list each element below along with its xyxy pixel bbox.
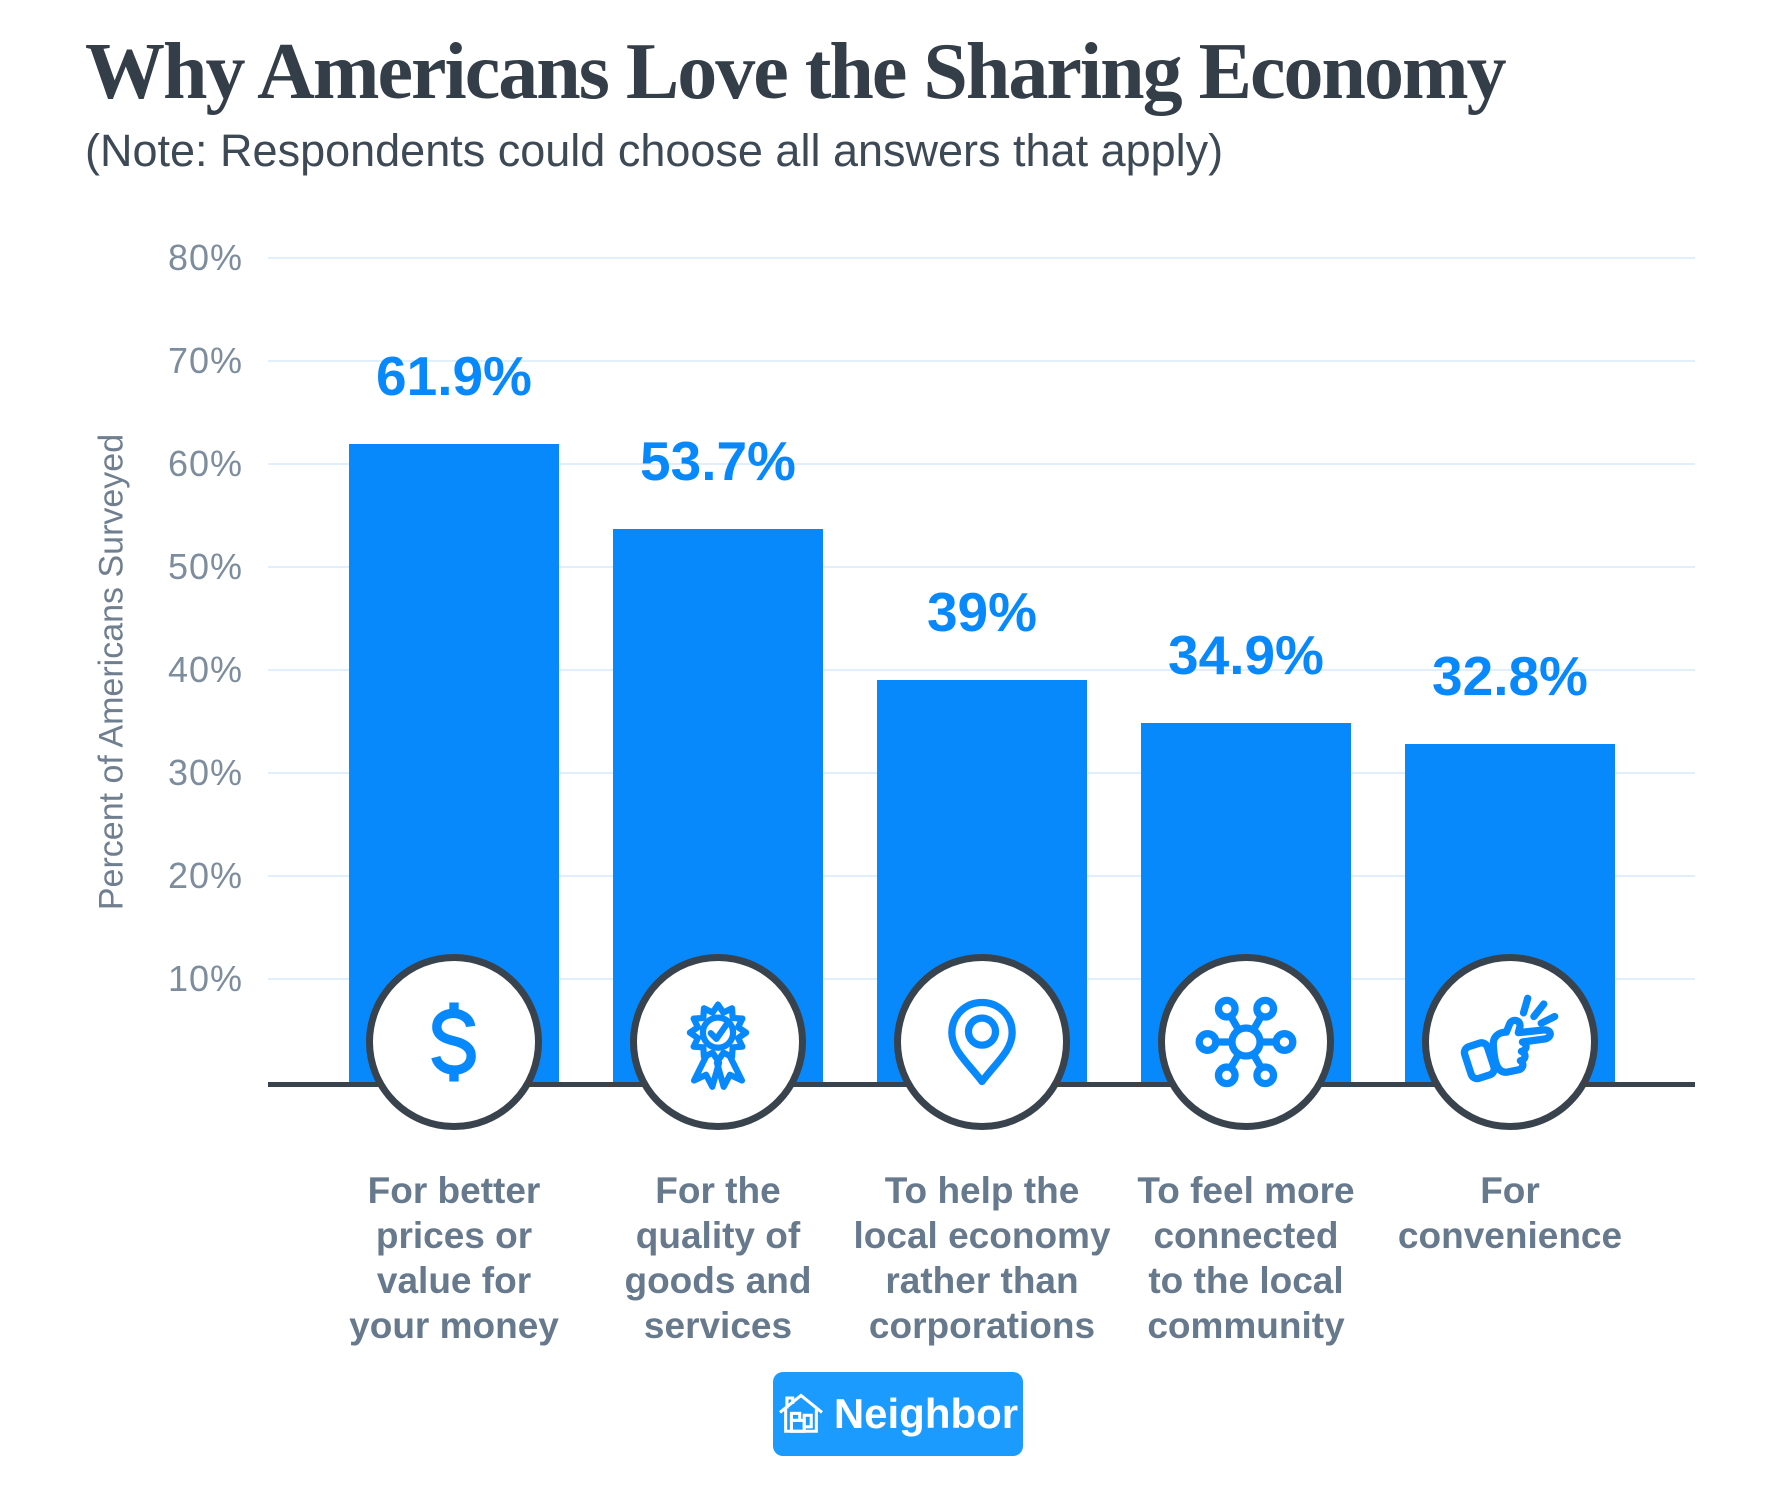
bar-value-label: 53.7%: [640, 429, 796, 492]
chart-subtitle: (Note: Respondents could choose all answ…: [85, 125, 1224, 176]
location-pin-icon: [930, 990, 1034, 1094]
bar-value-label: 34.9%: [1168, 623, 1324, 686]
category-label: To help the local economy rather than co…: [853, 1170, 1111, 1346]
category-label: For the quality of goods and services: [624, 1170, 812, 1346]
bar-icon-circle: [894, 954, 1070, 1130]
network-icon: [1194, 990, 1298, 1094]
gridline-70%: [268, 360, 1695, 362]
bar-icon-circle: [1422, 954, 1598, 1130]
bar-value-label: 61.9%: [376, 345, 532, 408]
dollar-icon: [402, 990, 506, 1094]
logo-text: Neighbor: [833, 1390, 1019, 1437]
gridline-80%: [268, 257, 1695, 259]
category-label: For convenience: [1397, 1170, 1623, 1256]
bar-icon-circle: [366, 954, 542, 1130]
bar-value-label: 32.8%: [1432, 645, 1588, 708]
house-icon: [778, 1392, 824, 1436]
chart-title: Why Americans Love the Sharing Economy: [85, 28, 1507, 116]
y-tick-label: 40%: [167, 649, 243, 690]
y-tick-label: 60%: [167, 443, 243, 484]
category-label: For better prices or value for your mone…: [349, 1170, 559, 1346]
neighbor-logo: Neighbor: [773, 1372, 1023, 1456]
gridline-40%: [268, 669, 1695, 671]
y-tick-label: 30%: [167, 752, 243, 793]
bar-icon-circle: [630, 954, 806, 1130]
gridline-60%: [268, 463, 1695, 465]
y-tick-label: 70%: [167, 340, 243, 381]
bar-icon-circle: [1158, 954, 1334, 1130]
y-tick-label: 50%: [167, 546, 243, 587]
bar-value-label: 39%: [926, 581, 1038, 644]
y-tick-label: 10%: [167, 958, 243, 999]
category-label: To feel more connected to the local comm…: [1137, 1170, 1355, 1346]
award-ribbon-icon: [666, 990, 770, 1094]
gridline-50%: [268, 566, 1695, 568]
snap-fingers-icon: [1458, 990, 1562, 1094]
y-tick-label: 80%: [167, 237, 243, 278]
y-tick-label: 20%: [167, 855, 243, 896]
